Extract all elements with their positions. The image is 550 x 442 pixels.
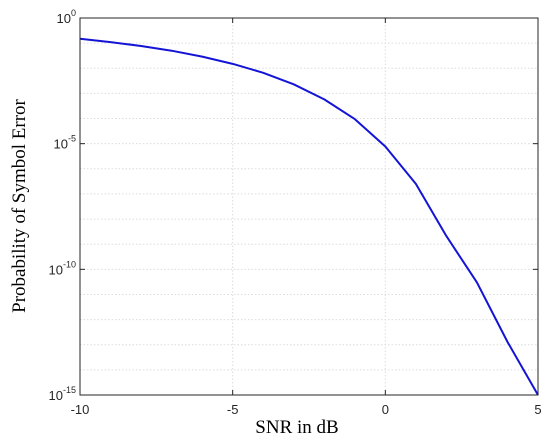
y-tick-label: 100 (57, 8, 76, 26)
series-line (79, 37, 539, 396)
x-tick-label: 5 (534, 402, 541, 417)
y-tick-label: 10-10 (49, 259, 76, 277)
x-axis-title: SNR in dB (255, 417, 338, 438)
plot-frame (79, 17, 539, 396)
x-tick-label: 0 (382, 402, 389, 417)
y-tick-label: 10-5 (54, 134, 76, 152)
tick-labels: -10 -5 0 5 100 10-5 10-10 10-15 (49, 8, 542, 417)
y-tick-label: 10-15 (49, 385, 76, 403)
y-axis-title: Probability of Symbol Error (9, 98, 30, 312)
series-layer (79, 37, 539, 396)
axes (79, 17, 539, 396)
x-tick-label: -5 (227, 402, 239, 417)
grid-lines (79, 17, 539, 396)
x-tick-label: -10 (71, 402, 90, 417)
